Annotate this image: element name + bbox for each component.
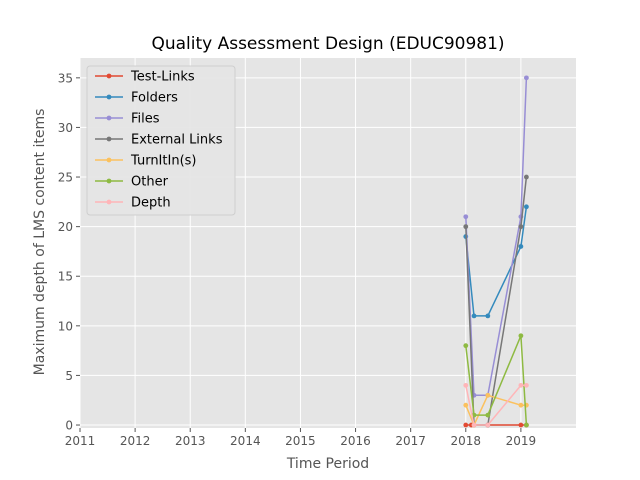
y-tick-label: 0: [65, 419, 73, 433]
x-tick-label: 2018: [451, 434, 482, 448]
y-tick-label: 20: [58, 220, 73, 234]
y-tick-label: 25: [58, 171, 73, 185]
series-layer: [463, 75, 529, 428]
x-tick-label: 2017: [395, 434, 426, 448]
chart-title: Quality Assessment Design (EDUC90981): [151, 34, 504, 54]
data-point-folders: [471, 313, 477, 319]
data-point-depth: [463, 382, 469, 388]
legend-label-folders: Folders: [131, 91, 178, 106]
legend-label-test-links: Test-Links: [130, 70, 195, 85]
data-point-files: [524, 75, 529, 81]
legend-marker-test-links: [106, 73, 112, 79]
legend-label-turnitin-s: TurnItIn(s): [130, 154, 196, 169]
y-tick-label: 15: [58, 270, 73, 284]
x-tick-label: 2019: [506, 434, 537, 448]
data-point-depth: [471, 422, 477, 428]
data-point-depth: [524, 382, 529, 388]
data-point-other: [485, 412, 491, 418]
data-point-folders: [524, 204, 529, 210]
data-point-depth: [485, 422, 491, 428]
legend-label-other: Other: [131, 175, 169, 190]
data-point-external-links: [518, 224, 524, 230]
legend-label-external-links: External Links: [131, 133, 223, 148]
data-point-external-links: [524, 174, 529, 180]
legend-marker-folders: [106, 94, 112, 100]
data-point-test-links: [518, 422, 524, 428]
x-tick-label: 2013: [175, 434, 206, 448]
x-axis-ticks: 2011 2012 2013 2014 2015 2016 2017 2018 2019: [65, 428, 536, 448]
data-point-folders: [518, 244, 524, 249]
y-tick-label: 35: [58, 71, 73, 85]
x-tick-label: 2015: [285, 434, 316, 448]
x-tick-label: 2012: [120, 434, 151, 448]
legend-marker-turnitin-s: [106, 157, 112, 163]
data-point-files: [463, 214, 469, 220]
x-axis-label: Time Period: [286, 456, 369, 472]
data-point-turnitin-s: [485, 392, 491, 398]
legend-label-depth: Depth: [131, 196, 171, 211]
y-tick-label: 5: [65, 369, 73, 383]
legend-box: [86, 65, 236, 216]
data-point-external-links: [463, 224, 469, 230]
y-axis-ticks: 0 5 10 15 20 25 30 35: [58, 71, 80, 433]
data-point-other: [518, 333, 524, 339]
y-tick-label: 10: [58, 319, 73, 333]
legend-marker-external-links: [106, 136, 112, 142]
y-axis-label: Maximum depth of LMS content items: [32, 109, 48, 376]
data-point-folders: [485, 313, 491, 319]
legend-marker-other: [106, 178, 112, 184]
x-tick-label: 2016: [340, 434, 371, 448]
data-point-other: [524, 422, 529, 428]
data-point-other: [463, 343, 469, 349]
legend: Test-Links Folders Files External Links Turn…: [86, 65, 236, 216]
legend-label-files: Files: [131, 112, 160, 127]
data-point-turnitin-s: [518, 402, 524, 408]
data-point-turnitin-s: [463, 402, 469, 408]
data-point-test-links: [463, 422, 469, 428]
y-tick-label: 30: [58, 121, 73, 135]
data-point-depth: [518, 382, 524, 388]
x-tick-label: 2014: [230, 434, 261, 448]
x-tick-label: 2011: [65, 434, 96, 448]
legend-marker-depth: [106, 199, 112, 205]
legend-marker-files: [106, 115, 112, 121]
